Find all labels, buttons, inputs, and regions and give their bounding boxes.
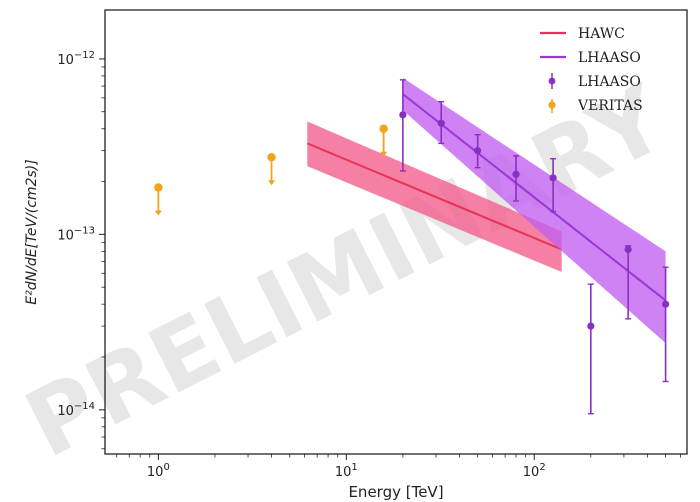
legend-label: HAWC: [578, 26, 625, 42]
y-tick-label: 10−12: [57, 50, 95, 68]
x-tick-label-base: 10: [523, 465, 540, 480]
veritas-upper-limit-arrow: [380, 151, 388, 157]
x-tick-label-exp: 1: [351, 462, 357, 473]
uncertainty-band-lhaaso: [402, 77, 666, 344]
lhaaso-data-point: [399, 111, 407, 119]
lhaaso-data-point: [549, 174, 557, 182]
veritas-upper-limit-arrow: [268, 180, 276, 186]
x-tick-label-base: 10: [335, 465, 352, 480]
veritas-upper-limit-arrow: [154, 210, 162, 216]
y-tick-label-exp: −14: [74, 401, 95, 412]
legend-label: LHAASO: [578, 50, 641, 66]
veritas-data-point: [154, 183, 163, 192]
legend: HAWC LHAASO LHAASO VERITAS: [540, 26, 643, 114]
lhaaso-data-point: [587, 322, 595, 330]
y-tick-label-exp: −12: [74, 50, 95, 61]
legend-label: LHAASO: [578, 74, 641, 90]
legend-point-marker: [548, 101, 556, 109]
x-tick-label-exp: 2: [539, 462, 545, 473]
veritas-data-point: [267, 153, 276, 162]
y-tick-label: 10−13: [57, 225, 95, 243]
y-axis-label: E²dN/dE[TeV/(cm2s)]: [24, 159, 40, 304]
lhaaso-data-point: [474, 147, 482, 155]
lhaaso-data-point: [437, 119, 445, 127]
x-axis-label: Energy [TeV]: [348, 483, 443, 501]
y-tick-label-base: 10: [57, 228, 74, 243]
y-tick-label-base: 10: [57, 404, 74, 419]
lhaaso-data-point: [661, 300, 670, 308]
x-tick-label: 101: [335, 462, 358, 480]
veritas-data-point: [379, 124, 388, 133]
x-tick-label: 100: [147, 462, 170, 480]
x-tick-label-exp: 0: [163, 462, 169, 473]
lhaaso-data-point: [624, 245, 632, 254]
legend-point-marker: [548, 77, 556, 85]
plot-area: [154, 77, 670, 415]
lhaaso-data-point: [512, 170, 520, 178]
legend-label: VERITAS: [577, 98, 643, 114]
x-tick-label-base: 10: [147, 465, 164, 480]
plot-frame: [104, 9, 688, 455]
fit-line-hawc: [306, 142, 563, 251]
x-tick-label: 102: [523, 462, 546, 480]
y-tick-label: 10−14: [57, 401, 95, 419]
y-tick-label-base: 10: [57, 53, 74, 68]
y-tick-label-exp: −13: [74, 225, 95, 236]
fit-line-lhaaso: [402, 93, 667, 302]
